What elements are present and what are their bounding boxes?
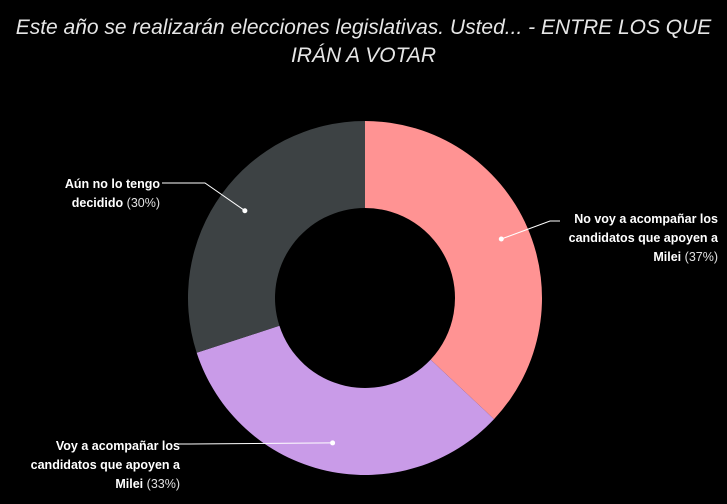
slice-acompanar (196, 325, 495, 475)
slice-label-acompanar: Voy a acompañar los candidatos que apoye… (8, 437, 180, 494)
leader-dot (498, 236, 504, 242)
slice-label-text: Voy a acompañar los candidatos que apoye… (30, 439, 180, 491)
slice-no-decidido (187, 120, 365, 353)
leader-line (178, 442, 333, 445)
slice-value-label: (33%) (146, 477, 180, 491)
leader-line (501, 220, 560, 240)
leader-dot (242, 208, 248, 214)
slice-label-text: No voy a acompañar los candidatos que ap… (568, 212, 718, 264)
slice-no-acompanar (365, 121, 542, 420)
slice-label-no-decidido: Aún no lo tengo decidido (30%) (20, 175, 160, 213)
leader-line (162, 182, 246, 212)
slice-value-label: (30%) (126, 196, 160, 210)
slice-label-no-acompanar: No voy a acompañar los candidatos que ap… (568, 210, 718, 267)
leader-dot (330, 440, 336, 446)
slice-value-label: (37%) (684, 250, 718, 264)
slice-label-text: Aún no lo tengo decidido (64, 177, 160, 210)
chart-title: Este año se realizarán elecciones legisl… (15, 16, 712, 67)
